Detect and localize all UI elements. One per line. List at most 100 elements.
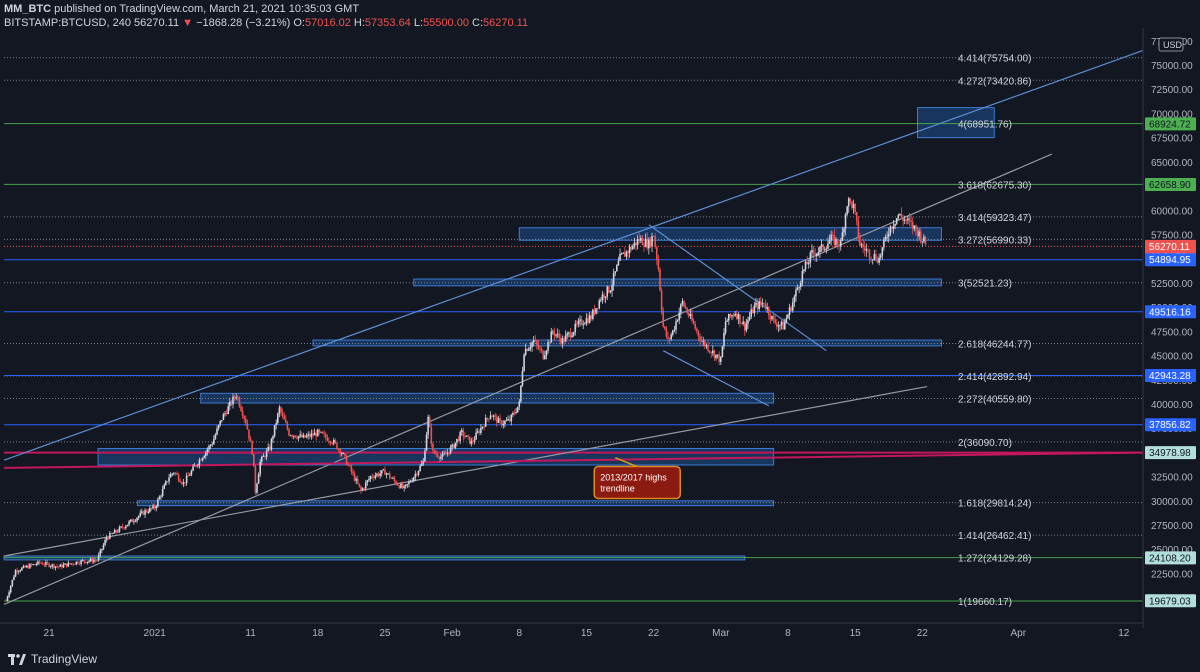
candle-body: [345, 455, 348, 465]
candle-body: [48, 563, 50, 567]
candle-body: [313, 432, 316, 436]
candle-body: [400, 483, 402, 489]
footer-brand[interactable]: TradingView: [8, 652, 97, 666]
candle-body: [17, 571, 20, 572]
candle-body: [340, 453, 343, 455]
candle-body: [684, 306, 687, 309]
candle-body: [751, 309, 754, 314]
candle-body: [545, 350, 548, 356]
candle-body: [556, 333, 559, 335]
price-tick-label: 22500.00: [1151, 569, 1193, 580]
price-tick-label: 52500.00: [1151, 279, 1193, 290]
candle-body: [886, 236, 888, 238]
candle-body: [507, 418, 509, 421]
candle-body: [839, 240, 842, 247]
candle-body: [182, 482, 185, 484]
candle-body: [609, 291, 612, 293]
candle-body: [536, 340, 538, 345]
candle-body: [245, 418, 247, 424]
time-tick-label: 15: [850, 628, 862, 639]
candle-body: [838, 244, 840, 247]
candle-body: [854, 203, 856, 213]
candle-body: [446, 452, 449, 454]
candle-body: [256, 483, 258, 493]
candle-body: [289, 435, 292, 437]
candle-body: [521, 371, 524, 386]
candle-body: [496, 416, 498, 423]
candle-body: [49, 566, 52, 568]
candle-body: [29, 564, 31, 569]
time-tick-label: 12: [1118, 628, 1130, 639]
candle-body: [16, 570, 18, 572]
candle-body: [659, 269, 661, 291]
candle-body: [56, 566, 58, 568]
candle-body: [548, 342, 551, 343]
candle-body: [117, 531, 119, 533]
candle-body: [318, 429, 321, 432]
candle-body: [558, 333, 561, 338]
candle-body: [468, 436, 471, 444]
price-badge: [1145, 368, 1196, 382]
candle-body: [887, 233, 890, 237]
candle-body: [40, 562, 42, 564]
candle-body: [569, 332, 572, 338]
candle-body: [902, 217, 904, 221]
candle-body: [153, 505, 156, 509]
candle-body: [774, 319, 776, 324]
level-label: 2.618(46244.77): [958, 339, 1031, 350]
candle-body: [895, 218, 898, 224]
candle-body: [472, 440, 474, 442]
candle-body: [574, 323, 577, 333]
candle-body: [763, 302, 765, 305]
candle-body: [537, 344, 540, 349]
candle-body: [41, 563, 44, 565]
candle-body: [45, 562, 47, 565]
candle-body: [139, 512, 142, 517]
candle-body: [815, 253, 818, 257]
candle-body: [193, 465, 196, 467]
candle-body: [88, 560, 90, 562]
time-tick-label: 25: [379, 628, 391, 639]
candle-body: [603, 294, 605, 298]
candle-body: [644, 238, 647, 247]
candle-body: [918, 231, 920, 237]
candle-body: [561, 338, 564, 344]
candle-body: [355, 478, 357, 481]
candle-body: [883, 239, 885, 248]
candle-body: [878, 257, 880, 263]
candle-body: [480, 427, 482, 434]
candle-body: [200, 459, 202, 461]
level-label: 3(52521.23): [958, 279, 1012, 290]
candle-body: [398, 485, 401, 489]
candle-body: [136, 517, 138, 521]
time-tick-label: 15: [581, 628, 593, 639]
candle-body: [619, 253, 621, 261]
candle-body: [489, 415, 492, 419]
candle-body: [96, 560, 98, 562]
time-axis[interactable]: 21 2021 11 18 25 Feb 8 15 22 Mar 8 15 22 Apr 12: [0, 622, 1143, 639]
candle-body: [724, 321, 727, 333]
candle-body: [254, 466, 257, 493]
candle-body: [670, 334, 673, 339]
candle-body: [145, 510, 148, 513]
price-tick-label: 47500.00: [1151, 327, 1193, 338]
candle-body: [286, 422, 289, 430]
candle-body: [588, 315, 591, 323]
currency-box: [1158, 37, 1184, 52]
candle-body: [451, 444, 453, 448]
candle-body: [577, 321, 580, 325]
candle-body: [707, 345, 709, 351]
candle-body: [101, 549, 103, 551]
candle-body: [758, 301, 760, 310]
candle-body: [85, 561, 87, 563]
trendline: [3, 153, 1053, 605]
candle-body: [851, 201, 853, 208]
price-axis[interactable]: 20000.0022500.0025000.0027500.0030000.00…: [1142, 28, 1200, 628]
candle-body: [227, 406, 230, 414]
candle-body: [294, 435, 297, 438]
candle-body: [871, 259, 874, 261]
candle-body: [919, 231, 922, 242]
candle-body: [660, 290, 663, 311]
candle-body: [632, 245, 634, 250]
